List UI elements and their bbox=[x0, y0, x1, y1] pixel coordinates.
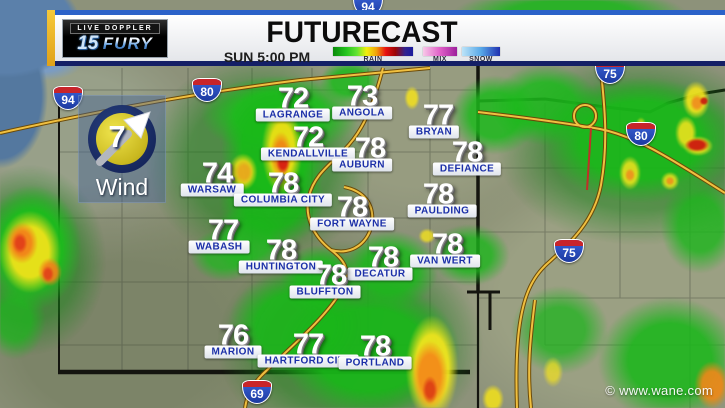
wind-dial: 7 bbox=[88, 105, 156, 173]
wind-direction-arrow-icon bbox=[96, 111, 151, 166]
interstate-80-shield-icon: 80 bbox=[626, 122, 656, 146]
shield-red-band bbox=[243, 381, 271, 387]
interstate-80-shield-icon: 80 bbox=[192, 78, 222, 102]
city-label: HUNTINGTON bbox=[238, 260, 324, 274]
banner-top-edge bbox=[55, 10, 725, 15]
shield-background: 80 bbox=[192, 78, 222, 102]
city-label: COLUMBIA CITY bbox=[233, 193, 333, 207]
legend-snow-scale bbox=[462, 47, 500, 56]
forecast-timestamp: SUN 5:00 PM bbox=[223, 49, 311, 65]
shield-red-band bbox=[54, 87, 82, 93]
shield-background: 69 bbox=[242, 380, 272, 404]
legend-mix-scale bbox=[423, 47, 457, 56]
header-banner: LIVE DOPPLER 15 FURY FUTURECAST SUN 5:00… bbox=[47, 10, 725, 66]
city-label: WABASH bbox=[188, 240, 250, 254]
wind-speed-value: 7 bbox=[108, 119, 126, 154]
banner-yellow-stripe bbox=[47, 10, 55, 66]
logo-live-doppler-text: LIVE DOPPLER bbox=[70, 23, 160, 34]
wind-badge: 7 Wind bbox=[78, 95, 166, 203]
legend-mix-label: MIX bbox=[433, 56, 447, 63]
city-label: MARION bbox=[204, 345, 262, 359]
shield-route-number: 75 bbox=[603, 67, 617, 81]
logo-number: 15 bbox=[77, 33, 99, 54]
city-label: PORTLAND bbox=[338, 356, 412, 370]
city-label: ANGOLA bbox=[332, 106, 392, 120]
city-label: VAN WERT bbox=[410, 254, 480, 268]
city-label: BLUFFTON bbox=[289, 285, 361, 299]
station-logo: LIVE DOPPLER 15 FURY bbox=[62, 19, 168, 58]
interstate-94-shield-icon: 94 bbox=[53, 86, 83, 110]
shield-background: 80 bbox=[626, 122, 656, 146]
shield-route-number: 80 bbox=[200, 85, 214, 99]
interstate-69-shield-icon: 69 bbox=[242, 380, 272, 404]
city-label: HARTFORD CITY bbox=[257, 354, 359, 368]
shield-background: 75 bbox=[554, 239, 584, 263]
shield-route-number: 80 bbox=[634, 129, 648, 143]
wind-label: Wind bbox=[95, 174, 149, 200]
shield-red-band bbox=[627, 123, 655, 129]
city-label: AUBURN bbox=[332, 158, 392, 172]
legend-rain-label: RAIN bbox=[363, 56, 383, 63]
station-watermark: © www.wane.com bbox=[605, 383, 713, 398]
shield-route-number: 75 bbox=[562, 246, 576, 260]
city-label: DECATUR bbox=[347, 267, 413, 281]
city-label: FORT WAYNE bbox=[310, 217, 394, 231]
legend-snow-label: SNOW bbox=[469, 56, 493, 63]
city-label: WARSAW bbox=[180, 183, 244, 197]
legend-rain-scale bbox=[333, 47, 413, 56]
city-label: DEFIANCE bbox=[432, 162, 502, 176]
shield-route-number: 69 bbox=[250, 387, 264, 401]
logo-word: FURY bbox=[102, 34, 153, 53]
logo-15-fury-text: 15 FURY bbox=[63, 34, 167, 55]
city-label: LAGRANGE bbox=[255, 108, 331, 122]
city-label: KENDALLVILLE bbox=[260, 147, 356, 161]
city-label: PAULDING bbox=[407, 204, 477, 218]
shield-red-band bbox=[555, 240, 583, 246]
shield-background: 94 bbox=[53, 86, 83, 110]
shield-red-band bbox=[193, 79, 221, 85]
interstate-75-shield-icon: 75 bbox=[554, 239, 584, 263]
city-label: BRYAN bbox=[408, 125, 460, 139]
shield-route-number: 94 bbox=[61, 93, 75, 107]
banner-bottom-edge bbox=[55, 61, 725, 66]
page-title: FUTURECAST bbox=[266, 16, 458, 49]
